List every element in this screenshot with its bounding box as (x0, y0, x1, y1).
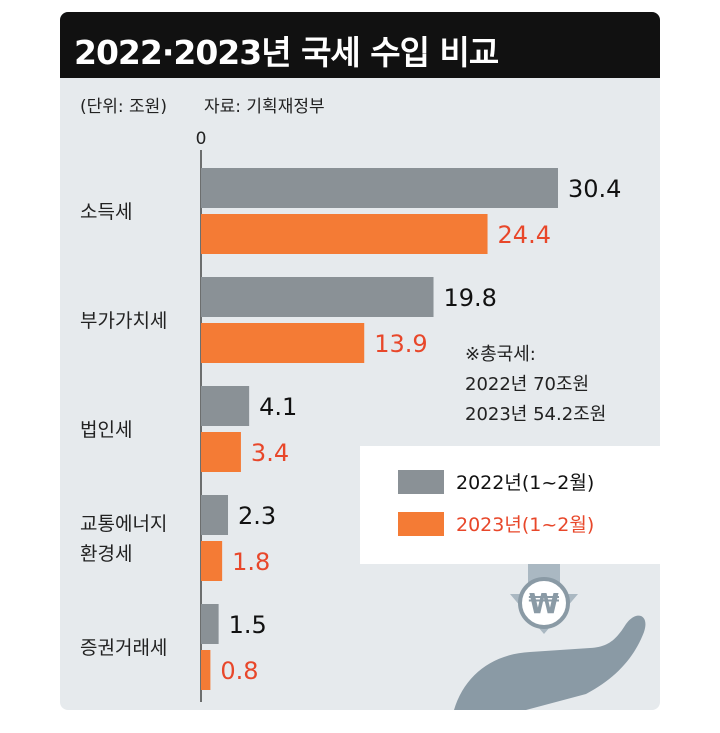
note-line-2: 2023년 54.2조원 (465, 404, 606, 425)
chart-card: 2022·2023년 국세 수입 비교 ₩ (단위: 조원) 자료: 기획재정부… (60, 12, 660, 710)
category-label-2: 법인세 (80, 419, 132, 441)
bar-2023-0 (201, 214, 488, 254)
value-label-2023-4: 0.8 (220, 657, 258, 685)
bar-2023-3 (201, 541, 223, 581)
note-line-0: ※총국세: (465, 344, 536, 365)
value-label-2022-3: 2.3 (238, 502, 276, 530)
bar-2022-0 (201, 168, 558, 208)
value-label-2022-1: 19.8 (444, 284, 497, 312)
title-bar: 2022·2023년 국세 수입 비교 (60, 12, 660, 78)
hand-won-arrow-icon: ₩ (454, 552, 646, 710)
category-label-1: 부가가치세 (80, 310, 167, 332)
legend-swatch-2022 (398, 470, 444, 494)
legend-label-2022: 2022년(1~2월) (456, 472, 594, 494)
total-note: ※총국세: 2022년 70조원 2023년 54.2조원 (465, 344, 606, 425)
legend-box (360, 446, 660, 564)
svg-text:₩: ₩ (529, 587, 560, 620)
value-label-2023-2: 3.4 (251, 439, 289, 467)
bar-2022-1 (201, 277, 434, 317)
bar-2023-4 (201, 650, 211, 690)
bar-chart: ₩ (단위: 조원) 자료: 기획재정부 0 30.4 24.4 소득세 19.8 13… (80, 97, 660, 710)
value-label-2023-0: 24.4 (498, 221, 551, 249)
bar-2023-1 (201, 323, 365, 363)
legend: 2022년(1~2월) 2023년(1~2월) (360, 446, 660, 564)
legend-swatch-2023 (398, 512, 444, 536)
value-label-2022-4: 1.5 (229, 611, 267, 639)
note-line-1: 2022년 70조원 (465, 374, 589, 395)
value-label-2023-3: 1.8 (232, 548, 270, 576)
value-label-2022-0: 30.4 (568, 175, 621, 203)
category-label-3-0: 교통에너지 (80, 513, 167, 535)
source-label: 자료: 기획재정부 (204, 97, 325, 117)
zero-tick-label: 0 (196, 129, 207, 149)
bar-2022-4 (201, 604, 219, 644)
category-label-0: 소득세 (80, 201, 132, 223)
value-label-2022-2: 4.1 (259, 393, 297, 421)
category-label-4: 증권거래세 (80, 637, 167, 659)
value-label-2023-1: 13.9 (374, 330, 427, 358)
category-label-3-1: 환경세 (80, 543, 132, 565)
chart-title: 2022·2023년 국세 수입 비교 (74, 33, 499, 72)
bar-2022-2 (201, 386, 250, 426)
bar-2022-3 (201, 495, 229, 535)
unit-label: (단위: 조원) (80, 97, 167, 117)
legend-label-2023: 2023년(1~2월) (456, 514, 594, 536)
bar-2023-2 (201, 432, 241, 472)
